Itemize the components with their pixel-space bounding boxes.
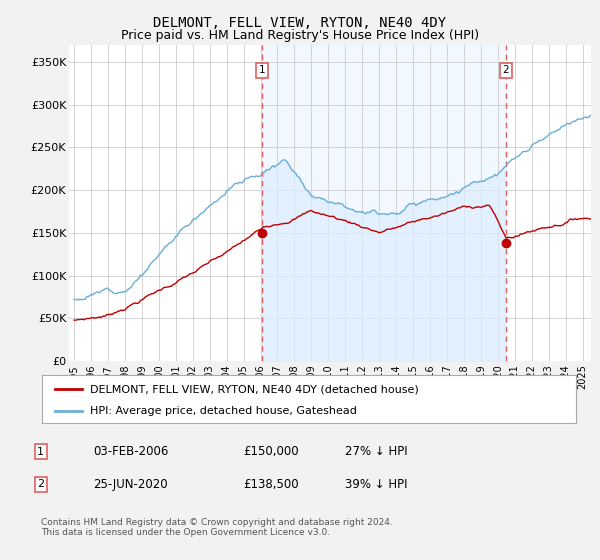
Text: £150,000: £150,000 [243,445,299,459]
Text: Contains HM Land Registry data © Crown copyright and database right 2024.
This d: Contains HM Land Registry data © Crown c… [41,518,392,538]
Text: 39% ↓ HPI: 39% ↓ HPI [345,478,407,491]
Text: DELMONT, FELL VIEW, RYTON, NE40 4DY: DELMONT, FELL VIEW, RYTON, NE40 4DY [154,16,446,30]
Text: £138,500: £138,500 [243,478,299,491]
Text: DELMONT, FELL VIEW, RYTON, NE40 4DY (detached house): DELMONT, FELL VIEW, RYTON, NE40 4DY (det… [90,385,419,394]
Text: 27% ↓ HPI: 27% ↓ HPI [345,445,407,459]
Text: Price paid vs. HM Land Registry's House Price Index (HPI): Price paid vs. HM Land Registry's House … [121,29,479,42]
Text: 2: 2 [37,479,44,489]
Bar [262,45,506,361]
Text: 03-FEB-2006: 03-FEB-2006 [93,445,169,459]
Text: HPI: Average price, detached house, Gateshead: HPI: Average price, detached house, Gate… [90,406,357,416]
Text: 2: 2 [503,66,509,76]
Text: 1: 1 [37,447,44,457]
Text: 1: 1 [259,66,265,76]
Text: 25-JUN-2020: 25-JUN-2020 [93,478,167,491]
